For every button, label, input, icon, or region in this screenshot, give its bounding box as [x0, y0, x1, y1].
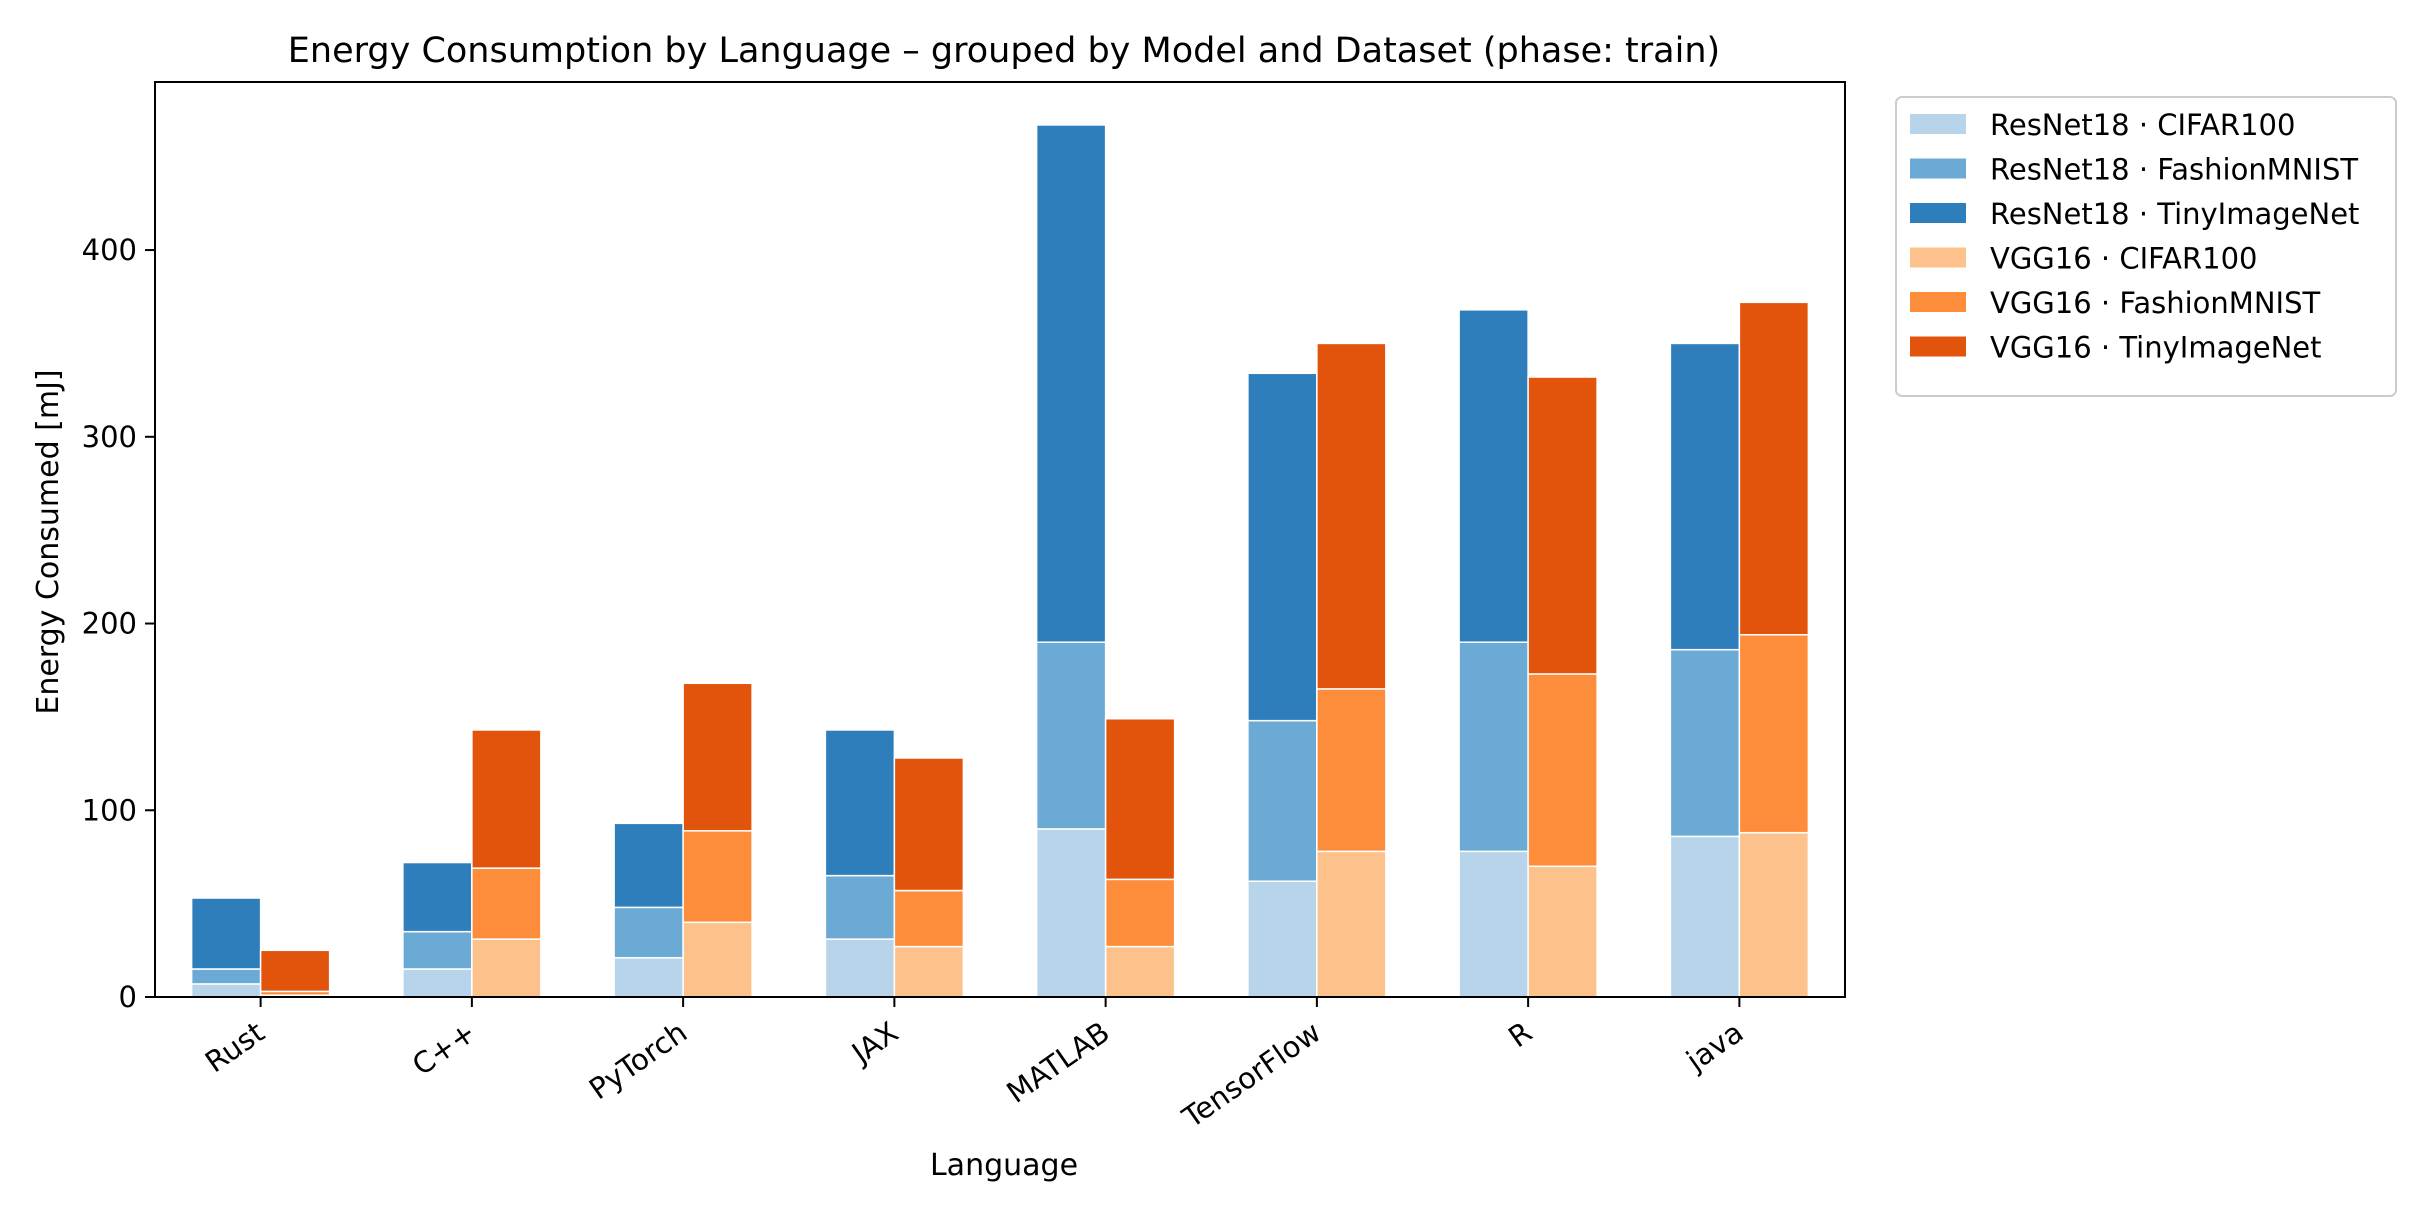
x-tick-label-rust: Rust: [199, 1015, 271, 1079]
bar-rust-vgg16-tinyimagenet: [259, 949, 331, 993]
bar-jax-vgg16-fashionmnist: [893, 889, 965, 948]
bar-jax-resnet18-tinyimagenet: [824, 729, 896, 877]
x-tick-label-java: java: [1679, 1015, 1749, 1078]
y-tick-label-100: 100: [82, 793, 137, 827]
bar-java-vgg16-tinyimagenet: [1738, 301, 1810, 636]
bar-r-resnet18-tinyimagenet: [1458, 309, 1529, 643]
y-tick-label-0: 0: [119, 980, 137, 1014]
legend-swatch-vgg16-fashionmnist: [1910, 292, 1966, 312]
bar-c-resnet18-tinyimagenet: [402, 861, 473, 933]
bar-rust-resnet18-cifar100: [190, 983, 262, 998]
bar-java-resnet18-tinyimagenet: [1669, 342, 1741, 651]
bar-pytorch-resnet18-fashionmnist: [613, 906, 684, 959]
bar-matlab-resnet18-fashionmnist: [1035, 641, 1107, 830]
bar-pytorch-resnet18-cifar100: [613, 957, 684, 998]
legend-box: [1895, 96, 2397, 397]
bar-tensorflow-vgg16-fashionmnist: [1316, 688, 1387, 853]
x-tick-label-pytorch: PyTorch: [583, 1015, 693, 1106]
bar-jax-vgg16-tinyimagenet: [893, 757, 965, 892]
bar-c-vgg16-fashionmnist: [471, 867, 542, 940]
bar-matlab-vgg16-cifar100: [1104, 945, 1176, 998]
bar-c-vgg16-tinyimagenet: [471, 729, 542, 869]
x-tick-label-jax: JAX: [844, 1015, 904, 1071]
legend-swatch-resnet18-cifar100: [1910, 114, 1966, 134]
bar-tensorflow-resnet18-cifar100: [1247, 880, 1318, 998]
bar-jax-resnet18-cifar100: [824, 938, 896, 998]
bar-r-vgg16-fashionmnist: [1527, 673, 1598, 868]
x-tick-label-r: R: [1502, 1015, 1538, 1054]
bar-java-vgg16-fashionmnist: [1738, 633, 1810, 834]
bar-jax-resnet18-fashionmnist: [824, 874, 896, 940]
x-tick-label-matlab: MATLAB: [1000, 1015, 1115, 1110]
bar-tensorflow-vgg16-tinyimagenet: [1316, 342, 1387, 690]
x-tick-label-c: C++: [406, 1015, 482, 1082]
legend-swatch-resnet18-tinyimagenet: [1910, 203, 1966, 223]
bar-pytorch-vgg16-cifar100: [682, 921, 753, 998]
bar-c-resnet18-fashionmnist: [402, 930, 473, 970]
bar-tensorflow-resnet18-fashionmnist: [1247, 719, 1318, 882]
bar-java-vgg16-cifar100: [1738, 831, 1810, 998]
plot-area: [190, 124, 1810, 998]
legend-swatch-vgg16-tinyimagenet: [1910, 336, 1966, 357]
bar-matlab-vgg16-tinyimagenet: [1104, 718, 1176, 881]
bar-c-resnet18-cifar100: [402, 968, 473, 998]
legend-label-vgg16-cifar100: VGG16 · CIFAR100: [1990, 242, 2258, 276]
legend-label-vgg16-tinyimagenet: VGG16 · TinyImageNet: [1990, 331, 2322, 365]
legend: ResNet18 · CIFAR100 ResNet18 · FashionMNI…: [1895, 96, 2397, 397]
bar-rust-resnet18-fashionmnist: [190, 968, 262, 985]
x-axis-label: Language: [930, 1148, 1078, 1183]
legend-label-resnet18-fashionmnist: ResNet18 · FashionMNIST: [1990, 153, 2358, 187]
bar-matlab-resnet18-tinyimagenet: [1035, 124, 1107, 643]
bar-pytorch-resnet18-tinyimagenet: [613, 822, 684, 909]
bar-r-resnet18-fashionmnist: [1458, 641, 1529, 853]
bar-tensorflow-vgg16-cifar100: [1316, 850, 1387, 998]
bar-r-vgg16-cifar100: [1527, 865, 1598, 998]
legend-label-resnet18-tinyimagenet: ResNet18 · TinyImageNet: [1990, 197, 2359, 231]
bar-rust-resnet18-tinyimagenet: [190, 897, 262, 970]
y-axis-label: Energy Consumed [mJ]: [31, 369, 66, 714]
bar-jax-vgg16-cifar100: [893, 945, 965, 998]
bar-matlab-vgg16-fashionmnist: [1104, 878, 1176, 948]
x-tick-label-tensorflow: TensorFlow: [1176, 1015, 1327, 1135]
bar-java-resnet18-cifar100: [1669, 835, 1741, 998]
bar-c-vgg16-cifar100: [471, 938, 542, 998]
legend-swatch-resnet18-fashionmnist: [1910, 158, 1966, 179]
bar-java-resnet18-fashionmnist: [1669, 648, 1741, 838]
y-tick-label-400: 400: [82, 233, 137, 267]
y-tick-label-200: 200: [82, 607, 137, 641]
bar-tensorflow-resnet18-tinyimagenet: [1247, 372, 1318, 722]
bar-r-resnet18-cifar100: [1458, 850, 1529, 998]
chart-title: Energy Consumption by Language – grouped…: [288, 31, 1720, 71]
bar-pytorch-vgg16-tinyimagenet: [682, 682, 753, 832]
legend-swatch-vgg16-cifar100: [1910, 247, 1966, 268]
plot-frame: [154, 81, 1846, 998]
legend-label-vgg16-fashionmnist: VGG16 · FashionMNIST: [1990, 286, 2320, 320]
bar-matlab-resnet18-cifar100: [1035, 828, 1107, 998]
legend-label-resnet18-cifar100: ResNet18 · CIFAR100: [1990, 108, 2295, 142]
y-tick-label-300: 300: [82, 420, 137, 454]
bar-r-vgg16-tinyimagenet: [1527, 376, 1598, 675]
bar-pytorch-vgg16-fashionmnist: [682, 830, 753, 924]
